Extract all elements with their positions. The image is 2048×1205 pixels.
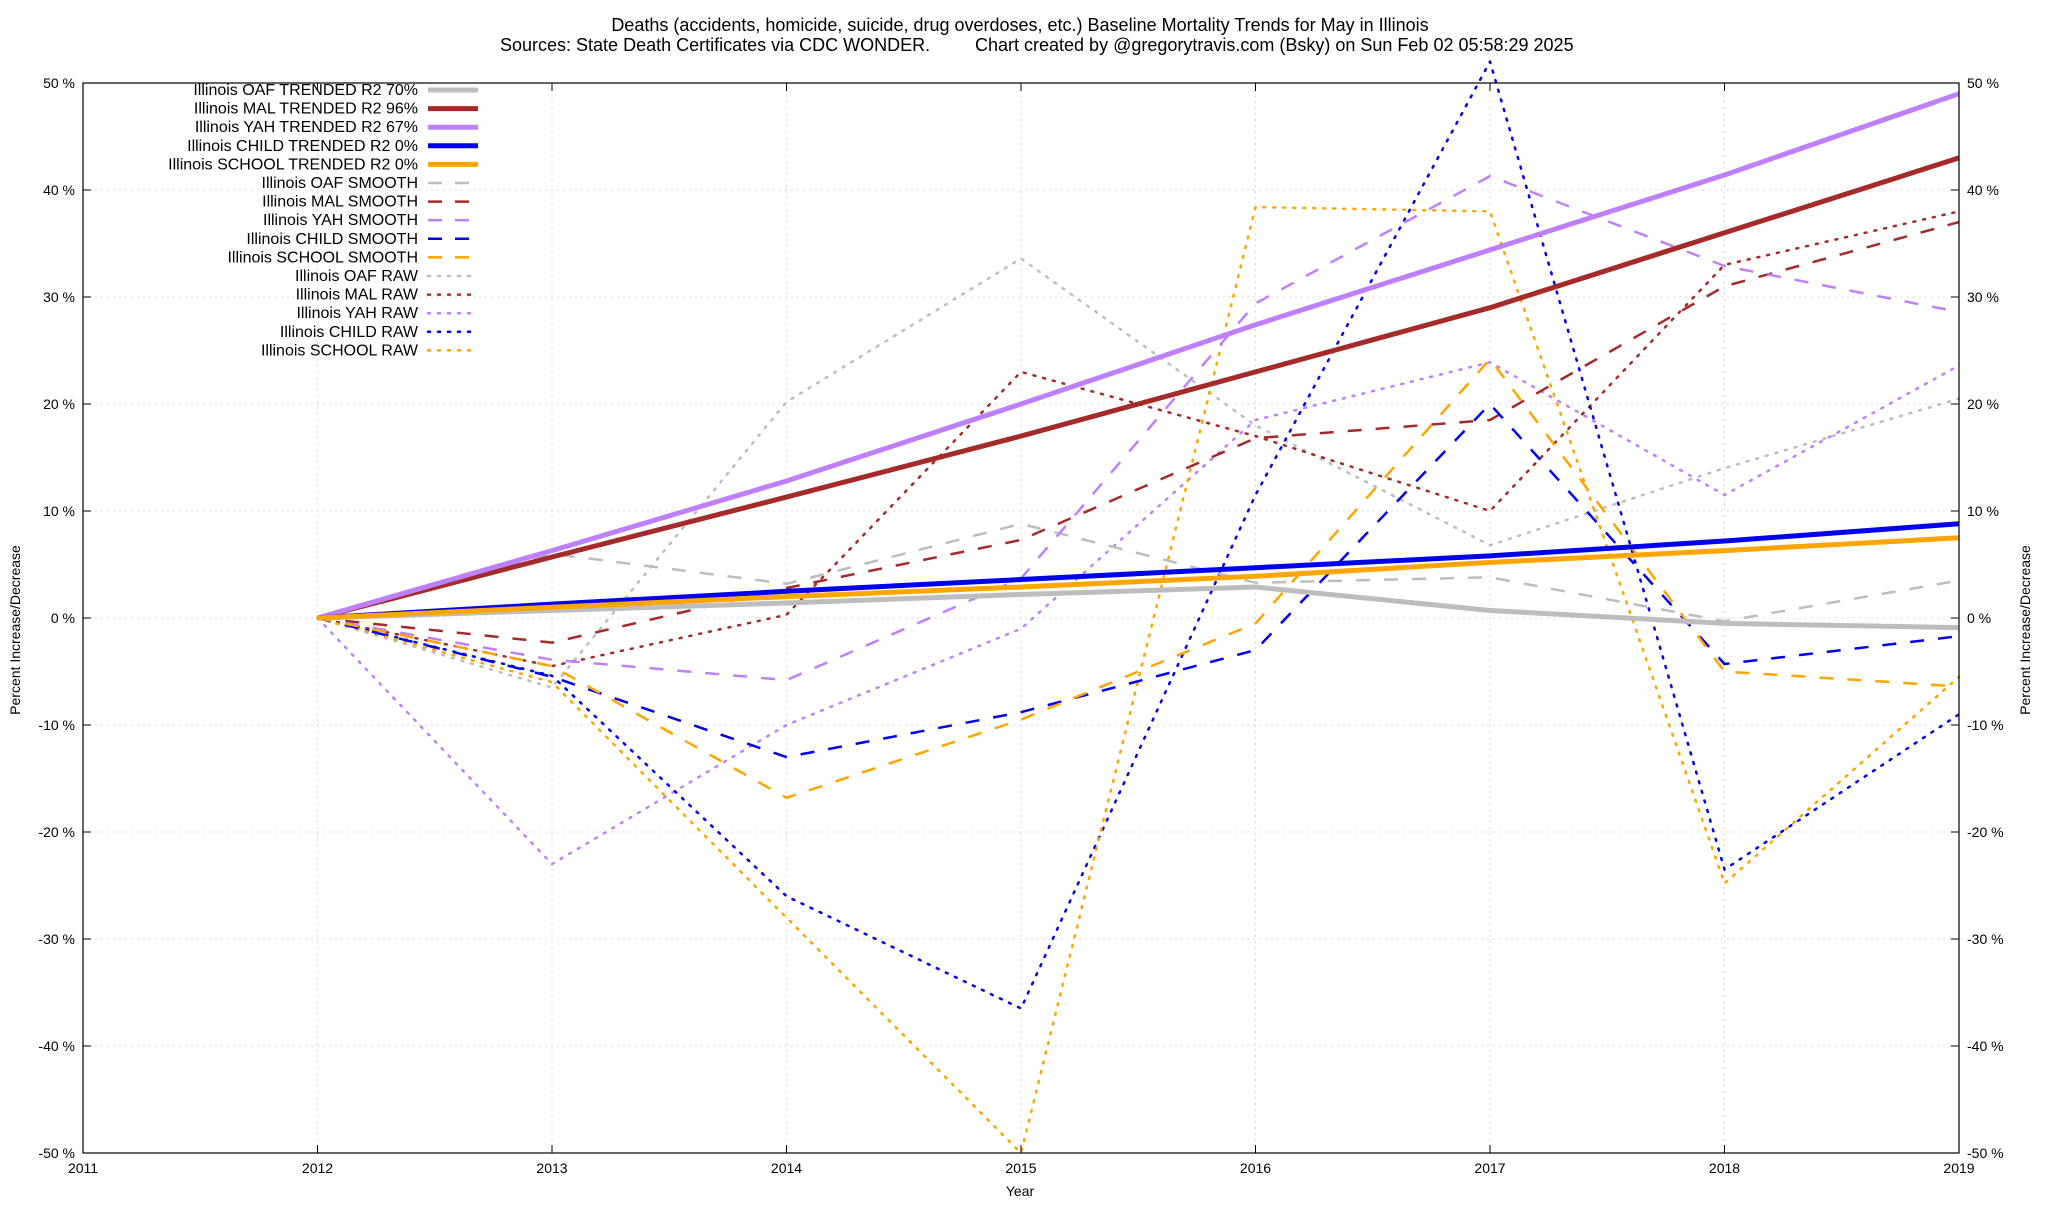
legend-label: Illinois MAL RAW xyxy=(296,287,419,304)
x-axis-label: Year xyxy=(1006,1183,1035,1199)
legend-label: Illinois SCHOOL SMOOTH xyxy=(227,249,418,266)
x-tick-label: 2019 xyxy=(1943,1160,1974,1176)
legend: Illinois OAF TRENDED R2 70% Illinois MAL … xyxy=(168,82,480,359)
y-tick-label-left: 50 % xyxy=(43,75,75,91)
y-tick-label-left: 10 % xyxy=(43,503,75,519)
y-tick-label-right: -50 % xyxy=(1967,1145,2004,1161)
y-tick-label-right: 30 % xyxy=(1967,289,1999,305)
series-line-2: Illinois MAL TRENDED R2 96% xyxy=(316,155,1960,621)
x-tick-label: 2014 xyxy=(771,1160,802,1176)
legend-label: Illinois CHILD TRENDED R2 0% xyxy=(187,138,418,155)
y-tick-label-left: -10 % xyxy=(38,717,75,733)
y-tick-label-left: -30 % xyxy=(38,931,75,947)
y-tick-label-left: 40 % xyxy=(43,182,75,198)
y-tick-label-right: 50 % xyxy=(1967,75,1999,91)
y-tick-label-right: 20 % xyxy=(1967,396,1999,412)
series-line-4: Illinois CHILD TRENDED R2 0% xyxy=(317,521,1960,621)
series-line-6: Illinois OAF SMOOTH xyxy=(317,522,1960,623)
series-line-15: Illinois SCHOOL RAW xyxy=(316,205,1961,1155)
series-line-8: Illinois YAH SMOOTH xyxy=(317,174,1960,682)
series-line-13: Illinois YAH RAW xyxy=(316,361,1961,866)
y-tick-label-right: -30 % xyxy=(1967,931,2004,947)
chart-subtitle-credit: Chart created by @gregorytravis.com (Bsk… xyxy=(975,35,1574,55)
x-tick-label: 2018 xyxy=(1709,1160,1740,1176)
y-tick-label-right: 0 % xyxy=(1967,610,1991,626)
series-line-10: Illinois SCHOOL SMOOTH xyxy=(317,357,1960,800)
y-tick-label-left: -50 % xyxy=(38,1145,75,1161)
y-tick-label-right: -20 % xyxy=(1967,824,2004,840)
x-tick-label: 2013 xyxy=(536,1160,567,1176)
legend-label: Illinois OAF SMOOTH xyxy=(262,175,418,192)
legend-label: Illinois SCHOOL RAW xyxy=(261,342,419,359)
x-tick-label: 2015 xyxy=(1005,1160,1036,1176)
legend-label: Illinois YAH SMOOTH xyxy=(263,212,418,229)
y-tick-label-left: 30 % xyxy=(43,289,75,305)
series-line-3: Illinois YAH TRENDED R2 67% xyxy=(316,91,1960,621)
x-tick-label: 2011 xyxy=(68,1160,98,1176)
series-line-11: Illinois OAF RAW xyxy=(316,257,1961,689)
chart-title: Deaths (accidents, homicide, suicide, dr… xyxy=(611,15,1428,35)
legend-label: Illinois YAH TRENDED R2 67% xyxy=(195,119,418,136)
legend-label: Illinois MAL SMOOTH xyxy=(262,194,418,211)
series-line-5: Illinois SCHOOL TRENDED R2 0% xyxy=(317,535,1960,621)
y-axis-label-left: Percent Increase/Decrease xyxy=(7,545,23,715)
y-tick-label-left: -20 % xyxy=(38,824,75,840)
axes: 2011 2012 2013 2014 2015 2016 2017 2018 2019-50 … xyxy=(38,75,2003,1176)
legend-label: Illinois SCHOOL TRENDED R2 0% xyxy=(168,156,418,173)
legend-label: Illinois MAL TRENDED R2 96% xyxy=(194,101,418,118)
y-axis-label-right: Percent Increase/Decrease xyxy=(2017,545,2033,715)
legend-label: Illinois OAF TRENDED R2 70% xyxy=(193,82,418,99)
x-tick-label: 2016 xyxy=(1240,1160,1271,1176)
x-tick-label: 2017 xyxy=(1474,1160,1505,1176)
x-tick-label: 2012 xyxy=(302,1160,333,1176)
legend-label: Illinois OAF RAW xyxy=(295,268,419,285)
series-line-14: Illinois CHILD RAW xyxy=(316,60,1961,1010)
series-line-1: Illinois OAF TRENDED R2 70% xyxy=(317,584,1960,631)
series-line-12: Illinois MAL RAW xyxy=(316,210,1961,668)
legend-label: Illinois CHILD SMOOTH xyxy=(246,231,418,248)
y-tick-label-right: -10 % xyxy=(1967,717,2004,733)
y-tick-label-left: 0 % xyxy=(51,610,75,626)
y-tick-label-left: 20 % xyxy=(43,396,75,412)
legend-label: Illinois CHILD RAW xyxy=(280,324,419,341)
y-tick-label-left: -40 % xyxy=(38,1038,75,1054)
series-line-7: Illinois MAL SMOOTH xyxy=(317,220,1960,644)
y-tick-label-right: 10 % xyxy=(1967,503,1999,519)
chart-subtitle-source: Sources: State Death Certificates via CD… xyxy=(500,35,930,55)
y-tick-label-right: 40 % xyxy=(1967,182,1999,198)
legend-label: Illinois YAH RAW xyxy=(296,305,418,322)
y-tick-label-right: -40 % xyxy=(1967,1038,2004,1054)
